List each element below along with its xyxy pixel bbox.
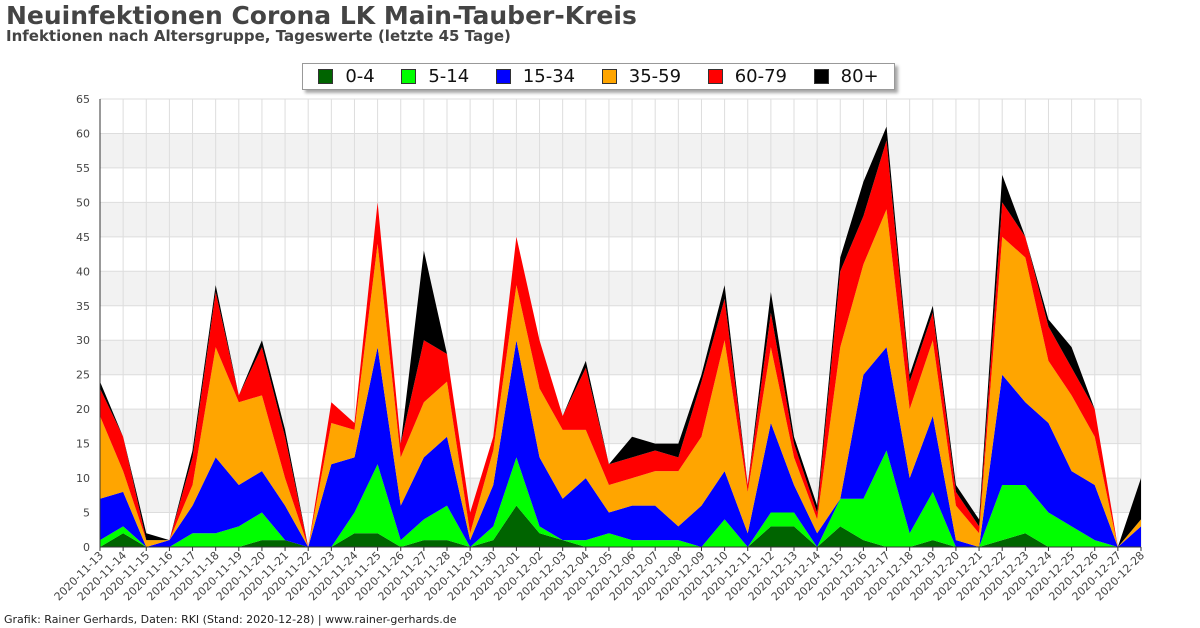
- y-tick-labels: 0 5 10 15 20 25 30 35 40 45 50 55 60 65: [76, 93, 90, 554]
- legend-swatch: [601, 69, 617, 84]
- axes: [99, 99, 1142, 551]
- series-area-60-79: [100, 140, 1141, 547]
- y-tick-label: 25: [76, 369, 90, 382]
- legend-item-60-79: 60-79: [707, 66, 788, 87]
- x-tick-labels: 2020-11-132020-11-142020-11-152020-11-16…: [52, 549, 1147, 603]
- legend-swatch: [495, 69, 511, 84]
- y-tick-label: 60: [76, 127, 90, 140]
- series-area-0-4: [100, 505, 1141, 547]
- legend-label: 15-34: [522, 66, 576, 87]
- chart-title: Neuinfektionen Corona LK Main-Tauber-Kre…: [6, 1, 637, 30]
- legend-swatch: [707, 69, 723, 84]
- y-tick-label: 20: [76, 403, 90, 416]
- y-tick-label: 30: [76, 334, 90, 347]
- legend-swatch: [318, 69, 334, 84]
- y-tick-label: 5: [83, 507, 90, 520]
- y-tick-label: 10: [76, 472, 90, 485]
- grid-band: [100, 340, 1141, 375]
- series-area-15-34: [100, 340, 1141, 547]
- y-tick-label: 35: [76, 300, 90, 313]
- series-area-35-59: [100, 209, 1141, 547]
- legend-label: 35-59: [628, 66, 682, 87]
- grid-band: [100, 271, 1141, 306]
- legend-item-5-14: 5-14: [401, 66, 469, 87]
- legend-swatch: [401, 69, 417, 84]
- chart-subtitle: Infektionen nach Altersgruppe, Tageswert…: [6, 27, 511, 45]
- y-tick-label: 15: [76, 438, 90, 451]
- y-tick-label: 65: [76, 93, 90, 106]
- series-area-5-14: [100, 450, 1141, 547]
- y-tick-label: 50: [76, 196, 90, 209]
- legend-label: 5-14: [428, 66, 470, 87]
- legend-item-0-4: 0-4: [318, 66, 375, 87]
- y-tick-label: 45: [76, 231, 90, 244]
- y-tick-label: 0: [83, 541, 90, 554]
- footer-credit: Grafik: Rainer Gerhards, Daten: RKI (Sta…: [4, 613, 457, 626]
- legend: 0-4 5-14 15-34 35-59 60-79 80+: [302, 63, 895, 90]
- legend-item-35-59: 35-59: [601, 66, 682, 87]
- grid-band: [100, 202, 1141, 237]
- legend-label: 80+: [840, 66, 879, 87]
- legend-item-80+: 80+: [813, 66, 879, 87]
- legend-item-15-34: 15-34: [495, 66, 576, 87]
- legend-label: 0-4: [345, 66, 375, 87]
- legend-swatch: [813, 69, 829, 84]
- y-tick-label: 40: [76, 265, 90, 278]
- grid-band: [100, 133, 1141, 168]
- y-tick-label: 55: [76, 162, 90, 175]
- legend-label: 60-79: [734, 66, 788, 87]
- area-series: [100, 126, 1141, 547]
